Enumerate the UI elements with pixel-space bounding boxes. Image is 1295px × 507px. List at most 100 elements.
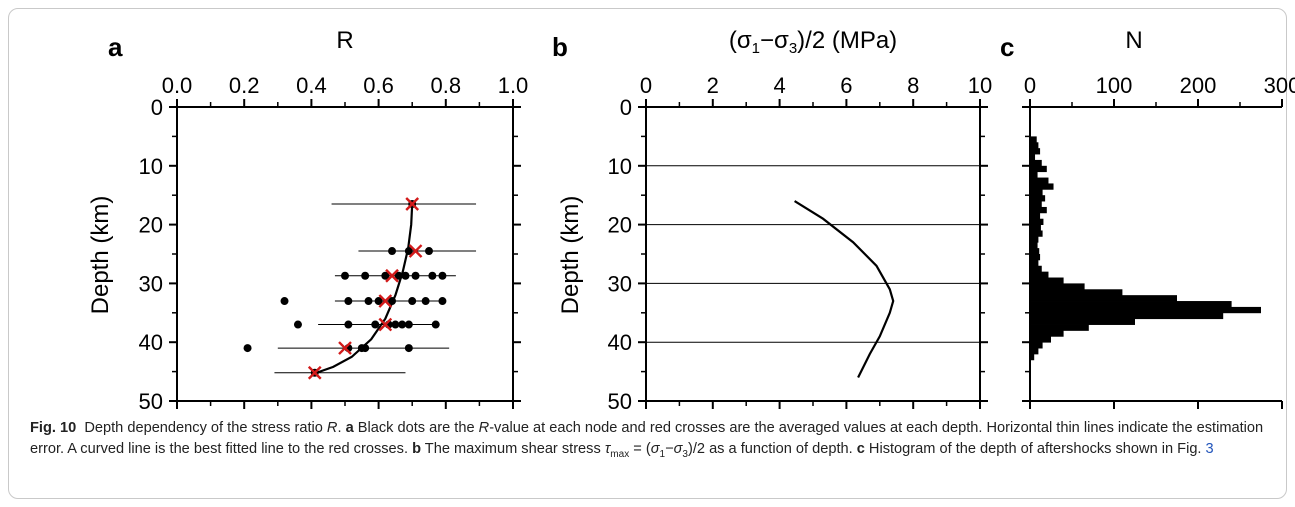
- panel-a-frame: [176, 106, 514, 402]
- caption-fig-ref-link[interactable]: 3: [1205, 441, 1214, 457]
- histogram-bar: [1030, 159, 1042, 167]
- panel-c-xtick-label: 100: [1096, 73, 1133, 98]
- node-point: [361, 344, 370, 353]
- histogram-bar: [1030, 277, 1064, 284]
- panel-b-ytick-label: 50: [608, 389, 632, 412]
- histogram-bar: [1030, 301, 1232, 308]
- panel-c-xtick-label: 200: [1180, 73, 1217, 98]
- averaged-cross: [307, 365, 322, 380]
- histogram-bar: [1030, 224, 1041, 231]
- averaged-cross: [338, 341, 352, 355]
- caption-seg4: -value at each node and red crosses are …: [30, 420, 1264, 457]
- node-point: [364, 297, 373, 306]
- panel-a-ylabel: Depth (km): [87, 196, 114, 315]
- caption-s1-sub: 1: [659, 448, 666, 460]
- histogram-bar: [1030, 206, 1047, 214]
- caption-tau-sub: max: [610, 448, 630, 460]
- histogram-bar: [1030, 295, 1177, 302]
- node-point: [293, 320, 302, 329]
- node-point: [280, 297, 289, 306]
- node-point: [394, 271, 403, 280]
- caption-seg7: −: [665, 441, 674, 457]
- histogram-bar: [1030, 306, 1261, 314]
- node-point: [431, 320, 440, 329]
- caption-seg3: Black dots are the: [353, 420, 479, 436]
- node-point: [411, 271, 420, 280]
- node-point: [404, 247, 413, 256]
- histogram-bar: [1030, 230, 1043, 237]
- averaged-cross: [378, 294, 393, 308]
- caption-s3-sub: 3: [682, 448, 688, 460]
- averaged-cross: [378, 317, 393, 332]
- panel-a-xtick-label: 0.4: [296, 73, 327, 98]
- panel-b-ytick-label: 20: [608, 213, 632, 238]
- node-point: [361, 271, 370, 280]
- panel-b-ytick-label: 30: [608, 271, 632, 296]
- panel-b-frame: [645, 106, 981, 402]
- histogram-bar: [1030, 201, 1042, 208]
- averaged-cross-stroke: [378, 294, 393, 308]
- panel-a-ytick-label: 30: [139, 271, 163, 296]
- panel-b-xtick-label: 10: [968, 73, 992, 98]
- averaged-cross: [408, 244, 423, 258]
- caption-r2: R: [478, 420, 490, 436]
- panel-b-ytick-label: 10: [608, 154, 632, 179]
- panel-b-xtick-label: 4: [773, 73, 785, 98]
- panel-a-xtick-label: 0.2: [229, 73, 260, 98]
- histogram-bar: [1030, 212, 1041, 220]
- node-point: [398, 320, 407, 329]
- histogram-bar: [1030, 142, 1039, 149]
- node-point: [381, 271, 390, 280]
- caption-seg1: Depth dependency of the stress ratio: [84, 420, 327, 436]
- node-point: [401, 271, 410, 280]
- caption-seg9: Histogram of the depth of aftershocks sh…: [864, 441, 1206, 457]
- node-point: [388, 297, 397, 306]
- histogram-bar: [1030, 271, 1049, 278]
- averaged-cross-stroke: [405, 197, 420, 211]
- node-point: [438, 297, 447, 306]
- histogram-bar: [1030, 353, 1035, 361]
- histogram-bar: [1030, 236, 1039, 243]
- node-point: [428, 271, 437, 280]
- panel-b-xlabel: (σ1−σ3)/2 (MPa): [729, 27, 897, 57]
- histogram-bar: [1030, 265, 1042, 273]
- caption-s1: σ: [650, 441, 660, 457]
- node-point: [404, 344, 413, 353]
- shear-stress-curve: [794, 200, 895, 378]
- panel-b-xtick-label: 6: [840, 73, 852, 98]
- panel-c-xlabel: N: [1125, 27, 1142, 54]
- panel-b-ytick-label: 40: [608, 330, 632, 355]
- panel-b-plot: 0 2 4 6 8 10 0 10 20 30 40 50: [608, 73, 993, 412]
- panel-c-plot: 0 100 200 300: [1022, 73, 1295, 409]
- histogram-bar: [1030, 312, 1224, 320]
- caption-s3: σ: [673, 441, 683, 457]
- panel-a-ytick-label: 0: [151, 95, 163, 120]
- histogram-bar: [1030, 318, 1135, 325]
- node-point: [391, 320, 400, 329]
- panel-b-xtick-label: 2: [707, 73, 719, 98]
- panel-c-xtick-label: 0: [1024, 73, 1036, 98]
- panel-a-xtick-label: 0.0: [162, 73, 193, 98]
- figure-caption: Fig. 10 Depth dependency of the stress r…: [30, 418, 1275, 465]
- caption-fig-label: Fig. 10: [30, 420, 77, 436]
- panel-a-ytick-label: 10: [139, 154, 163, 179]
- averaged-cross-stroke: [338, 341, 352, 355]
- averaged-cross-stroke: [408, 244, 423, 258]
- panel-a-xlabel: R: [336, 27, 353, 54]
- figure-panels: a b c R (σ1−σ3)/2 (MPa) N Depth (km) Dep…: [87, 27, 1295, 412]
- histogram-bar: [1030, 324, 1089, 331]
- node-point: [421, 297, 430, 306]
- panel-letter-b: b: [552, 32, 568, 62]
- panel-a-ytick-label: 50: [139, 389, 163, 412]
- node-point: [341, 271, 349, 280]
- node-point: [243, 344, 252, 353]
- node-point: [438, 271, 447, 280]
- caption-seg5: The maximum shear stress: [421, 441, 605, 457]
- averaged-cross-stroke: [378, 317, 393, 332]
- histogram-bar: [1030, 254, 1041, 261]
- panel-b-ytick-label: 0: [620, 95, 632, 120]
- caption-r: R: [326, 420, 338, 436]
- caption-seg8: )/2 as a function of depth.: [687, 441, 857, 457]
- averaged-cross: [405, 197, 420, 211]
- histogram-bar: [1030, 136, 1037, 143]
